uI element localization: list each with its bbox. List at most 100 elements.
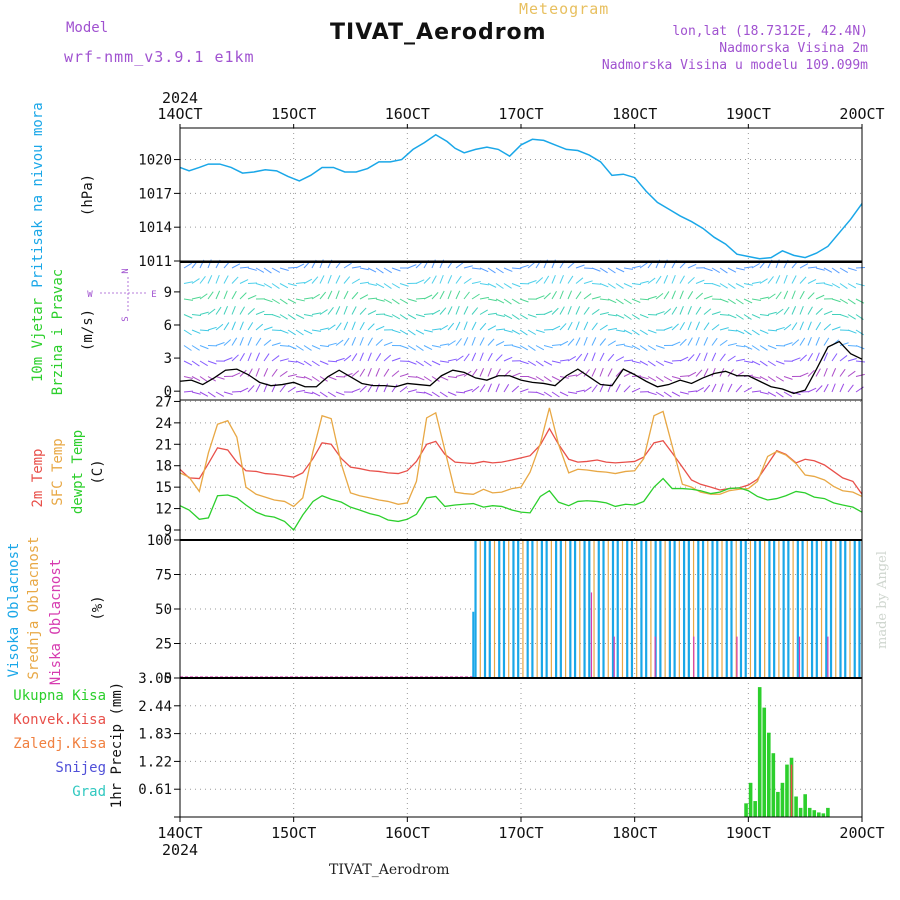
wind-vector	[591, 384, 598, 393]
wind-vector	[511, 385, 520, 393]
precip-total-bar	[785, 764, 789, 817]
wind-vector	[767, 345, 777, 350]
wind-vector	[559, 359, 569, 362]
wind-vector	[335, 322, 342, 331]
wind-vector	[191, 314, 201, 317]
precip-total-bar	[826, 807, 830, 817]
wind-vector	[583, 306, 590, 315]
precip-total-bar	[748, 782, 753, 817]
wind-vector	[591, 296, 601, 300]
wind-vector	[695, 336, 700, 346]
wind-vector	[239, 369, 247, 377]
wind-vector	[695, 321, 701, 331]
wind-vector	[447, 322, 455, 331]
wind-vector	[567, 356, 577, 362]
legend-frozen-precip: Zaledj.Kisa	[13, 736, 106, 752]
wind-vector	[367, 323, 375, 331]
wind-vector	[647, 376, 657, 382]
wind-vector	[351, 337, 357, 346]
wind-vector	[255, 310, 265, 315]
wind-vector	[495, 383, 500, 393]
wind-vector	[591, 337, 597, 346]
wind-vector	[455, 262, 464, 269]
wind-vector	[663, 275, 669, 284]
temperature-ytick-label: 9	[164, 523, 172, 539]
wind-vector	[775, 291, 782, 300]
wind-vector	[415, 314, 425, 318]
wind-vector	[703, 308, 712, 315]
wind-vector	[311, 391, 321, 397]
wind-vector	[207, 326, 217, 331]
wind-vector	[407, 360, 417, 365]
cloud-ytick-label: 50	[155, 602, 172, 618]
wind-vector	[567, 290, 573, 300]
wind-vector	[799, 321, 804, 331]
wind-vector	[295, 298, 305, 302]
wind-vector	[639, 262, 648, 269]
wind-vector	[719, 339, 728, 346]
wind-vector	[287, 283, 297, 287]
cloud-top-edge	[180, 539, 862, 541]
wind-vector	[575, 291, 582, 300]
wind-vector	[839, 283, 848, 289]
wind-vector	[687, 306, 692, 315]
wind-vector	[271, 368, 278, 377]
wind-vector	[535, 345, 545, 351]
wind-vector	[687, 390, 697, 393]
footer-title: TIVAT_Aerodrom	[329, 862, 450, 878]
cloud-ytick-label: 100	[147, 533, 172, 549]
time-tick-label-bottom: 14OCT	[157, 824, 202, 842]
wind-vector	[399, 345, 409, 349]
pressure-frame	[179, 127, 863, 262]
wind-vector	[263, 339, 272, 346]
wind-vector	[743, 360, 753, 364]
cloud-ytick-label: 75	[155, 568, 172, 584]
wind-vector	[439, 391, 448, 398]
wind-vector	[719, 314, 730, 316]
compass-east: E	[151, 290, 156, 300]
precip-total-bar	[744, 803, 748, 817]
wind-vector	[463, 277, 472, 284]
wind-vector	[735, 358, 745, 362]
wind-vector	[567, 391, 577, 394]
wind-vector	[791, 357, 801, 362]
wind-vector	[631, 314, 640, 320]
wind-vector	[839, 298, 849, 305]
wind-vector	[855, 266, 866, 269]
wind-vector	[431, 275, 437, 284]
legend-hail: Grad	[72, 784, 106, 800]
wind-vector	[735, 314, 744, 320]
wind-vector	[455, 321, 461, 331]
wind-vector	[287, 266, 298, 269]
wind-vector	[599, 367, 604, 377]
wind-vector	[615, 267, 625, 273]
wind-vector	[183, 298, 193, 301]
wind-vector	[663, 326, 673, 331]
wind-vector	[255, 352, 261, 362]
wind-vector	[375, 353, 382, 362]
wind-vector	[535, 376, 544, 382]
wind-vector	[751, 345, 760, 351]
wind-vector	[183, 360, 193, 366]
wind-vector	[759, 278, 768, 284]
wind-label-1: 10m Vjetar	[30, 298, 46, 382]
wind-vector	[607, 298, 617, 304]
wind-vector	[535, 329, 545, 334]
wind-vector	[775, 275, 781, 284]
wind-vector	[463, 306, 469, 315]
temp-dewpt-label: dewpt Temp	[70, 430, 86, 514]
wind-vector	[319, 309, 328, 315]
model-name: wrf-nmm_v3.9.1 e1km	[64, 48, 255, 66]
wind-vector	[295, 376, 305, 379]
pressure-panel: 1011 1014 1017 1020	[138, 133, 863, 270]
low-cloud-label: Niska Oblacnost	[48, 559, 64, 685]
wind-vector	[343, 305, 348, 315]
wind-vector	[383, 341, 393, 346]
wind-vector	[607, 267, 616, 274]
wind-vector	[719, 298, 729, 303]
wind-vector	[399, 329, 408, 336]
wind-vector	[711, 311, 721, 315]
wind-vector	[471, 281, 481, 284]
wind-vector	[343, 262, 352, 269]
wind-vector	[327, 391, 336, 398]
